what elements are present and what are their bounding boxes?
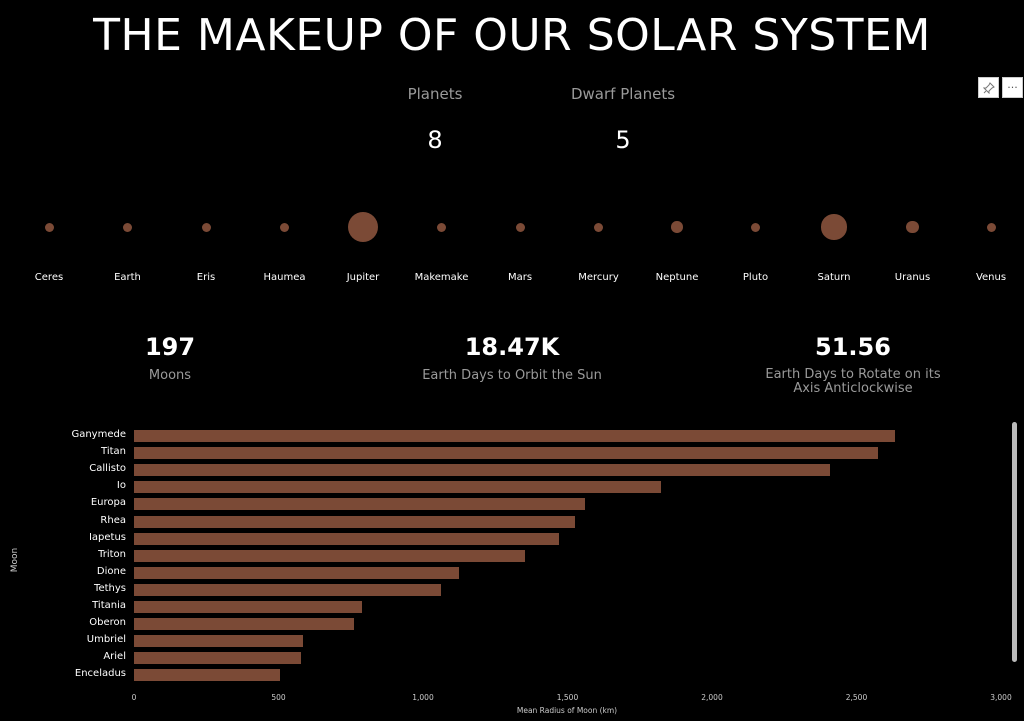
x-tick-label: 3,000 <box>990 693 1012 702</box>
bar[interactable] <box>134 601 363 613</box>
bar[interactable] <box>134 430 896 442</box>
x-tick-label: 2,000 <box>701 693 723 702</box>
bar[interactable] <box>134 635 304 648</box>
planet-label: Haumea <box>263 272 306 283</box>
moons-value: 197 <box>144 333 196 361</box>
x-tick-label: 1,000 <box>412 693 434 702</box>
orbit-value: 18.47K <box>464 333 560 361</box>
bar[interactable] <box>134 464 831 477</box>
bar[interactable] <box>134 583 441 596</box>
bar[interactable] <box>134 447 879 460</box>
bar[interactable] <box>134 498 586 511</box>
planet-label: Saturn <box>817 272 851 283</box>
planet-bubble[interactable] <box>515 222 525 232</box>
planet-bubble[interactable] <box>671 221 683 233</box>
planet-bubble[interactable] <box>986 222 996 232</box>
rotation-value: 51.56 <box>815 333 891 361</box>
planet-bubble[interactable] <box>906 220 919 234</box>
planet-bubble[interactable] <box>347 211 379 243</box>
x-tick-label: 2,500 <box>845 693 868 702</box>
planet-bubble[interactable] <box>44 222 54 232</box>
more-options-button[interactable]: ··· <box>1002 77 1023 98</box>
pin-icon[interactable] <box>978 77 999 98</box>
planets-label: Planets <box>407 85 463 103</box>
planet-label: Uranus <box>894 272 931 283</box>
bar[interactable] <box>134 549 526 562</box>
y-tick-label: Titania <box>92 600 126 611</box>
y-tick-label: Dione <box>96 565 126 577</box>
planet-bubble[interactable] <box>201 222 211 232</box>
x-tick-label: 0 <box>131 693 137 702</box>
planet-label: Mercury <box>578 272 619 283</box>
chart-scrollbar[interactable] <box>1012 422 1017 662</box>
y-tick-label: Europa <box>90 497 126 509</box>
planet-label: Mars <box>507 272 533 283</box>
planet-bubble[interactable] <box>437 222 446 232</box>
orbit-label: Earth Days to Orbit the Sun <box>422 368 602 383</box>
planet-label: Earth <box>114 272 141 283</box>
y-axis-title: Moon <box>10 547 20 573</box>
bar[interactable] <box>134 481 661 494</box>
planet-bubble[interactable] <box>123 222 132 232</box>
y-tick-label: Oberon <box>89 617 126 629</box>
planet-label: Ceres <box>34 272 64 283</box>
y-tick-label: Iapetus <box>88 531 126 543</box>
x-tick-label: 500 <box>271 693 286 702</box>
planet-label: Jupiter <box>346 272 380 283</box>
page-title: THE MAKEUP OF OUR SOLAR SYSTEM <box>93 10 931 61</box>
y-tick-label: Ariel <box>103 651 126 663</box>
bar[interactable] <box>134 669 280 682</box>
y-tick-label: Tethys <box>94 582 126 594</box>
planets-value: 8 <box>427 126 443 154</box>
bar[interactable] <box>134 618 354 631</box>
x-tick-label: 1,500 <box>556 693 579 702</box>
moons-label: Moons <box>148 368 192 383</box>
dwarf-planets-label: Dwarf Planets <box>570 85 676 103</box>
planet-label: Venus <box>975 272 1007 283</box>
y-tick-label: Rhea <box>100 514 126 526</box>
planet-label: Eris <box>196 272 216 283</box>
planet-bubble[interactable] <box>594 222 603 232</box>
y-tick-label: Umbriel <box>86 634 126 646</box>
bar[interactable] <box>134 652 302 665</box>
bar[interactable] <box>134 515 576 528</box>
bar[interactable] <box>134 566 459 579</box>
planet-bubble[interactable] <box>280 222 289 232</box>
planet-label: Makemake <box>414 272 469 283</box>
rotation-label: Earth Days to Rotate on its Axis Anticlo… <box>765 367 941 396</box>
y-tick-label: Io <box>116 480 126 492</box>
y-tick-label: Triton <box>98 548 126 560</box>
bar[interactable] <box>134 532 559 545</box>
y-tick-label: Enceladus <box>74 668 126 680</box>
planet-label: Neptune <box>655 272 699 283</box>
dwarf-planets-value: 5 <box>615 126 631 154</box>
planet-bubble[interactable] <box>751 222 760 232</box>
x-axis-title: Mean Radius of Moon (km) <box>516 706 618 715</box>
y-tick-label: Titan <box>101 446 126 458</box>
planet-bubble[interactable] <box>821 214 847 240</box>
y-tick-label: Callisto <box>89 463 126 475</box>
y-tick-label: Ganymede <box>71 429 126 440</box>
planet-label: Pluto <box>742 272 769 283</box>
